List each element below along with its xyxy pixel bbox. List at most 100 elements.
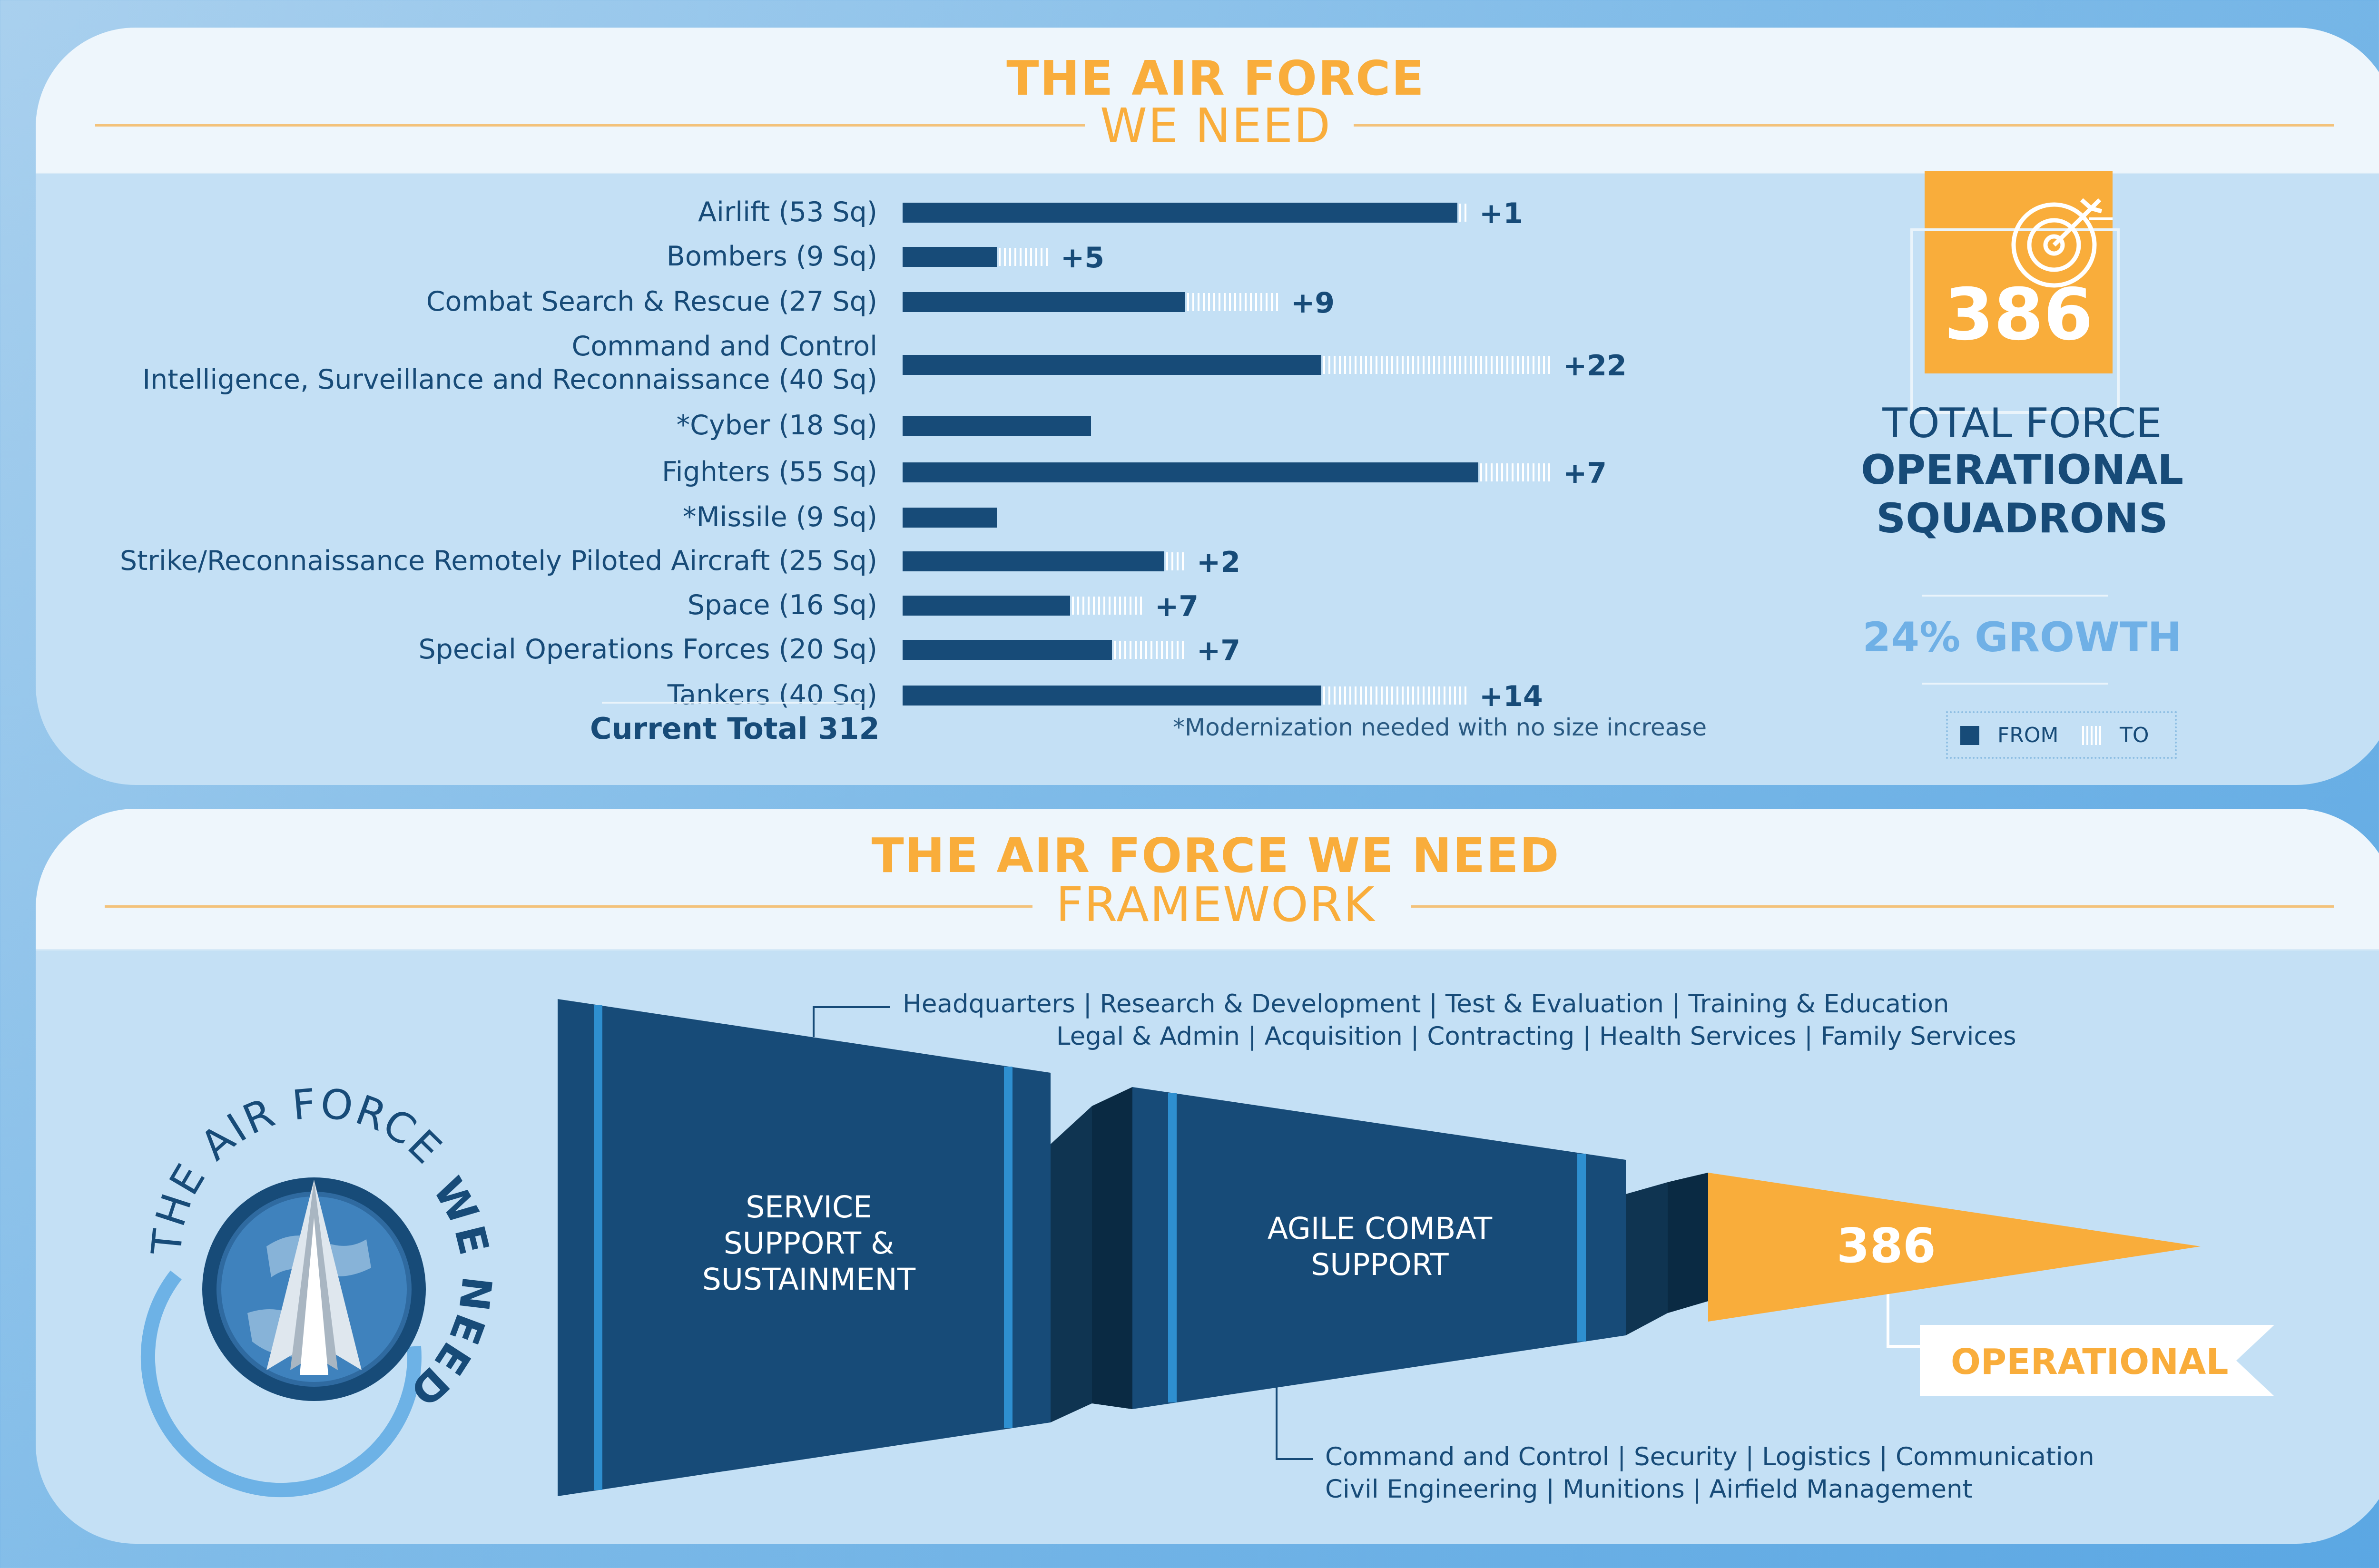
stage2-label-line2: SUPPORT (1311, 1247, 1449, 1282)
category-label: Combat Search & Rescue (27 Sq) (426, 285, 877, 318)
bottom-categories-line1: Command and Control | Security | Logisti… (1325, 1442, 2094, 1471)
bar-to (1323, 356, 1550, 374)
bar-from (903, 203, 1457, 223)
bar-from (903, 247, 997, 267)
framework-rule-left (105, 905, 1032, 908)
category-label-line: Fighters (55 Sq) (662, 456, 877, 488)
category-label-line: Space (16 Sq) (687, 589, 877, 621)
bar-to (1114, 641, 1184, 659)
legend-to-label: TO (2120, 723, 2149, 747)
stage-agile-combat-support (1132, 1087, 1626, 1409)
air-force-seal (140, 1177, 426, 1498)
increase-label: +2 (1197, 546, 1240, 579)
legend-to-swatch (2082, 726, 2101, 745)
squadrons-label: SQUADRONS (1876, 495, 2168, 542)
category-label: *Cyber (18 Sq) (677, 409, 877, 442)
header-rule-right (1354, 124, 2334, 127)
top-categories-line2: Legal & Admin | Acquisition | Contractin… (1056, 1022, 2016, 1051)
increase-label: +7 (1155, 590, 1199, 623)
stage1-connector-shade (1092, 1087, 1132, 1409)
total-squadrons-value: 386 (1944, 274, 2094, 356)
summary-rule-top (1922, 595, 2108, 597)
stage1-label-line2: SUPPORT & (723, 1226, 895, 1261)
category-label-line: Intelligence, Surveillance and Reconnais… (142, 364, 877, 395)
legend-from-label: FROM (1997, 723, 2059, 747)
category-label: Command and Control Intelligence, Surveil… (142, 330, 877, 396)
framework-title: THE AIR FORCE WE NEED (871, 828, 1560, 883)
stage2-label: AGILE COMBAT SUPPORT (1213, 1211, 1546, 1283)
category-label: Airlift (53 Sq) (698, 196, 877, 229)
bar-to (999, 248, 1048, 266)
category-label-line: Strike/Reconnaissance Remotely Piloted A… (119, 545, 877, 577)
operational-label: OPERATIONAL (1860, 446, 2184, 494)
stage-service-support (558, 999, 1051, 1496)
bar-from (903, 686, 1321, 706)
total-force-label: TOTAL FORCE (1882, 400, 2162, 447)
bar-from (903, 596, 1070, 616)
growth-label: 24% GROWTH (1862, 614, 2182, 661)
category-label-line: Command and Control (571, 331, 877, 362)
bottom-connector (1276, 1387, 1313, 1460)
stage-operational (1708, 1173, 2201, 1322)
category-label: Special Operations Forces (20 Sq) (419, 633, 878, 666)
legend (1946, 711, 2177, 759)
seal-text-side: WE NEED (399, 1170, 499, 1417)
increase-label: +5 (1061, 241, 1104, 274)
bar-from (903, 355, 1321, 375)
stage2-connector-shade (1668, 1173, 1708, 1313)
category-label-line: Airlift (53 Sq) (698, 196, 877, 228)
squadron-panel-header: THE AIR FORCE WE NEED (36, 28, 2379, 174)
increase-label: +14 (1479, 680, 1543, 713)
bar-to (1072, 597, 1142, 615)
bar-to (1323, 686, 1466, 705)
page-title: THE AIR FORCE (1006, 50, 1425, 106)
stage1-label: SERVICE SUPPORT & SUSTAINMENT (642, 1189, 975, 1298)
bar-to (1459, 204, 1466, 222)
operational-label: OPERATIONAL (1951, 1342, 2229, 1382)
current-total: Current Total 312 (590, 711, 880, 746)
stage2-stripe-right (1577, 1154, 1586, 1342)
bottom-categories-line2: Civil Engineering | Munitions | Airfield… (1325, 1475, 1973, 1504)
stage2-stripe-left (1168, 1093, 1177, 1402)
operational-connector (1887, 1280, 1925, 1348)
summary-rule-bottom (1922, 683, 2108, 685)
bar-to (1480, 463, 1550, 481)
squadron-panel: THE AIR FORCE WE NEED (36, 28, 2379, 785)
bar-from (903, 640, 1112, 660)
framework-panel-header: THE AIR FORCE WE NEED FRAMEWORK (36, 809, 2379, 951)
top-categories-line1: Headquarters | Research & Development | … (903, 990, 1949, 1019)
category-label-line: Tankers (40 Sq) (667, 679, 877, 711)
bar-from (903, 551, 1164, 571)
header-rule-left (95, 124, 1085, 127)
bar-to (1166, 552, 1184, 570)
category-label: Bombers (9 Sq) (667, 240, 877, 273)
category-label-line: Bombers (9 Sq) (666, 241, 877, 272)
category-label: Fighters (55 Sq) (662, 455, 877, 489)
svg-text:WE NEED: WE NEED (399, 1170, 501, 1417)
bar-to (1187, 293, 1278, 311)
category-label-line: Combat Search & Rescue (27 Sq) (426, 286, 877, 317)
stage2-label-line1: AGILE COMBAT (1267, 1211, 1493, 1246)
page-subtitle: WE NEED (1100, 98, 1332, 154)
increase-label: +1 (1479, 197, 1523, 230)
category-label-line: *Cyber (18 Sq) (676, 410, 877, 441)
top-connector (813, 1006, 890, 1037)
category-label: Strike/Reconnaissance Remotely Piloted A… (120, 544, 877, 578)
footnote: *Modernization needed with no size incre… (1173, 714, 1707, 741)
increase-label: +9 (1291, 286, 1335, 320)
operational-value: 386 (1837, 1218, 1936, 1274)
category-label: *Missile (9 Sq) (683, 500, 877, 534)
svg-text:THE AIR FORCE: THE AIR FORCE (143, 1079, 452, 1257)
framework-subtitle: FRAMEWORK (1056, 877, 1376, 932)
legend-from-swatch (1960, 726, 1979, 745)
operational-ribbon (1920, 1325, 2274, 1396)
bar-from (903, 416, 1091, 436)
increase-label: +7 (1563, 457, 1607, 490)
stage1-stripe-left (594, 1005, 602, 1490)
total-divider (602, 702, 864, 704)
target-icon (2011, 198, 2113, 288)
stage1-label-line3: SUSTAINMENT (702, 1262, 916, 1297)
